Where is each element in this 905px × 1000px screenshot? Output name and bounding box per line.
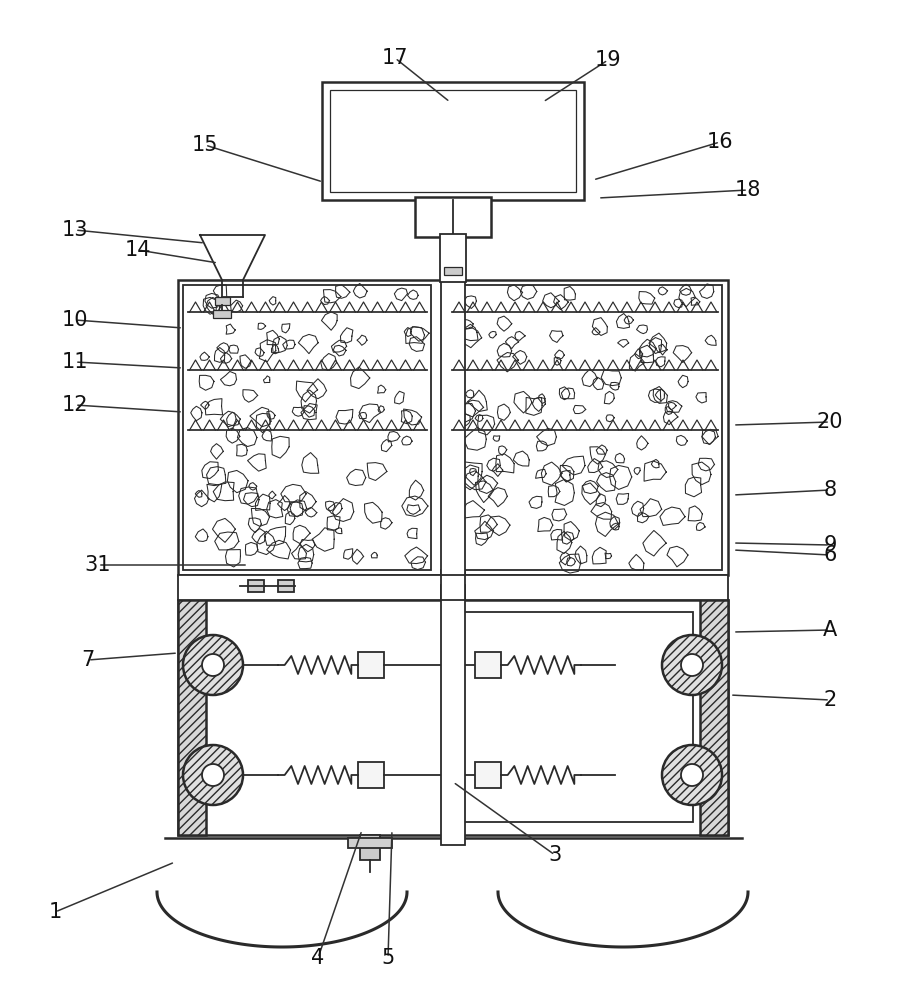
Bar [178, 600, 206, 835]
Bar [463, 612, 693, 822]
Text: 11: 11 [62, 352, 89, 372]
Text: 4: 4 [311, 948, 325, 968]
Bar [348, 838, 392, 848]
Text: 3: 3 [548, 845, 562, 865]
Bar [248, 580, 264, 592]
Circle shape [681, 764, 703, 786]
Bar [441, 275, 465, 575]
Bar [415, 197, 491, 237]
Bar [700, 600, 728, 835]
Text: 1: 1 [48, 902, 62, 922]
Text: A: A [823, 620, 837, 640]
Text: 10: 10 [62, 310, 89, 330]
Text: 19: 19 [595, 50, 622, 70]
Bar [441, 585, 465, 845]
Text: 9: 9 [824, 535, 837, 555]
Bar [360, 835, 380, 860]
Bar [475, 652, 501, 678]
Text: 14: 14 [125, 240, 151, 260]
Bar [475, 762, 501, 788]
Circle shape [662, 745, 722, 805]
Circle shape [681, 654, 703, 676]
Text: 12: 12 [62, 395, 89, 415]
Text: 31: 31 [85, 555, 111, 575]
Text: 20: 20 [816, 412, 843, 432]
Bar [441, 570, 465, 600]
Circle shape [183, 745, 243, 805]
Text: 18: 18 [735, 180, 761, 200]
Circle shape [202, 764, 224, 786]
Bar [444, 267, 462, 275]
Bar [330, 90, 576, 192]
Circle shape [183, 635, 243, 695]
Text: 7: 7 [81, 650, 95, 670]
Text: 13: 13 [62, 220, 89, 240]
Text: 8: 8 [824, 480, 836, 500]
Bar [444, 275, 462, 575]
Bar [358, 652, 384, 678]
Circle shape [202, 654, 224, 676]
Bar [440, 234, 466, 282]
Bar [215, 297, 230, 305]
Text: 2: 2 [824, 690, 836, 710]
Bar [322, 82, 584, 200]
Polygon shape [200, 235, 265, 280]
Bar [213, 310, 231, 318]
Bar [178, 575, 728, 600]
Text: 15: 15 [192, 135, 218, 155]
Text: 5: 5 [381, 948, 395, 968]
Bar [183, 285, 431, 570]
Bar [278, 580, 294, 592]
Bar [178, 600, 728, 835]
Circle shape [662, 635, 722, 695]
Bar [358, 762, 384, 788]
Bar [447, 285, 722, 570]
Bar [444, 575, 462, 587]
Text: 6: 6 [824, 545, 837, 565]
Bar [178, 280, 728, 575]
Text: 17: 17 [382, 48, 408, 68]
Text: 16: 16 [707, 132, 733, 152]
